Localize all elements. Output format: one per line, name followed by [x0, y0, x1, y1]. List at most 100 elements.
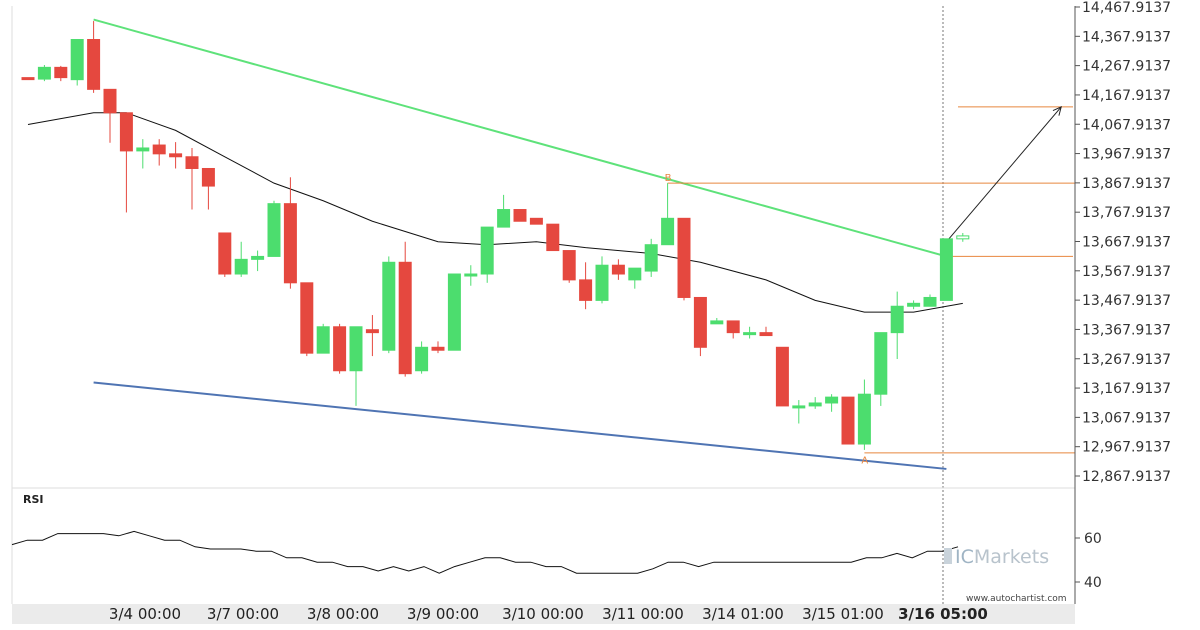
candle-body	[464, 273, 478, 277]
candle	[628, 267, 642, 289]
candle	[169, 142, 183, 169]
candle	[792, 400, 806, 424]
candle	[529, 217, 543, 225]
candle-body	[939, 238, 953, 301]
candle	[923, 294, 937, 307]
x-axis-band	[12, 604, 1075, 624]
candle-body	[857, 393, 871, 445]
candle	[513, 209, 527, 222]
candle	[644, 238, 658, 277]
candle-body	[693, 296, 707, 348]
candle-body	[152, 144, 166, 155]
candle	[21, 77, 35, 81]
support-trendline	[93, 381, 947, 470]
candle	[349, 326, 363, 406]
candle	[579, 262, 593, 310]
candle-body	[218, 232, 232, 275]
candle	[595, 256, 609, 304]
candle-body	[447, 273, 461, 351]
candle-body	[595, 264, 609, 301]
candle	[710, 317, 724, 325]
candle	[841, 396, 855, 445]
x-tick-label: 3/16 05:00	[898, 605, 988, 623]
candle-body	[890, 305, 904, 334]
candle-body	[611, 264, 625, 275]
candle	[447, 273, 461, 351]
candle-body	[103, 88, 117, 114]
candle	[119, 112, 133, 213]
y-tick-label: 13,267.9137	[1082, 352, 1171, 368]
y-tick-label: 13,867.9137	[1082, 176, 1171, 192]
y-tick-label: 13,067.9137	[1082, 410, 1171, 426]
candle-body	[333, 326, 347, 372]
candle-body	[267, 203, 281, 257]
forecast-arrow	[946, 106, 1062, 243]
candle	[464, 265, 478, 286]
candle-body	[201, 167, 215, 187]
candle	[825, 394, 839, 412]
candle-body	[37, 66, 51, 80]
candle-body	[497, 209, 511, 228]
candle-body	[808, 402, 822, 407]
rsi-tick-label: 40	[1084, 575, 1102, 591]
point-b-label: B	[665, 173, 672, 184]
candle-body	[907, 302, 921, 307]
candle	[218, 232, 232, 277]
candle-body	[365, 329, 379, 334]
x-tick-label: 3/15 01:00	[802, 605, 884, 623]
candle	[54, 65, 68, 82]
candle-body	[234, 258, 248, 275]
candle	[546, 223, 560, 252]
resistance-trendline	[93, 18, 947, 258]
broker-watermark: ICMarkets	[944, 546, 1049, 568]
candle	[87, 21, 101, 93]
candle	[201, 167, 215, 210]
candle-body	[169, 153, 183, 158]
candle-body	[726, 320, 740, 334]
candle	[365, 315, 379, 357]
y-tick-label: 14,467.9137	[1082, 0, 1171, 16]
x-tick-label: 3/4 00:00	[109, 605, 181, 623]
candle-body	[661, 217, 675, 246]
candle	[103, 88, 117, 143]
y-tick-label: 13,767.9137	[1082, 205, 1171, 221]
candle	[382, 256, 396, 354]
candle-body	[300, 282, 314, 354]
candle	[300, 282, 314, 357]
candle	[267, 200, 281, 257]
y-tick-label: 13,467.9137	[1082, 293, 1171, 309]
x-tick-label: 3/10 00:00	[502, 605, 584, 623]
x-tick-label: 3/9 00:00	[407, 605, 479, 623]
y-tick-label: 13,967.9137	[1082, 147, 1171, 163]
x-tick-label: 3/11 00:00	[602, 605, 684, 623]
y-tick-label: 13,367.9137	[1082, 322, 1171, 338]
moving-average-line	[27, 112, 963, 313]
candle-body	[21, 77, 35, 81]
candle-body	[431, 346, 445, 351]
candle	[152, 139, 166, 166]
candle	[726, 320, 740, 339]
y-tick-label: 12,967.9137	[1082, 440, 1171, 456]
candle	[939, 238, 953, 301]
watermark-prefix: IC	[955, 546, 974, 568]
y-tick-label: 12,867.9137	[1082, 469, 1171, 485]
candle-body	[398, 261, 412, 375]
candle	[874, 332, 888, 406]
candle-body	[644, 244, 658, 272]
candle	[333, 323, 347, 374]
candle-body	[382, 261, 396, 351]
candle-body	[677, 217, 691, 298]
candle-body	[825, 396, 839, 404]
candle	[70, 39, 84, 86]
candle	[661, 183, 675, 246]
candle	[316, 323, 330, 354]
candle	[415, 341, 429, 374]
source-credit: www.autochartist.com	[966, 594, 1067, 604]
candle	[857, 379, 871, 450]
candle-body	[415, 346, 429, 372]
candle	[431, 341, 445, 354]
candle-body	[923, 296, 937, 307]
y-tick-label: 13,667.9137	[1082, 235, 1171, 251]
candle-body	[185, 156, 199, 169]
